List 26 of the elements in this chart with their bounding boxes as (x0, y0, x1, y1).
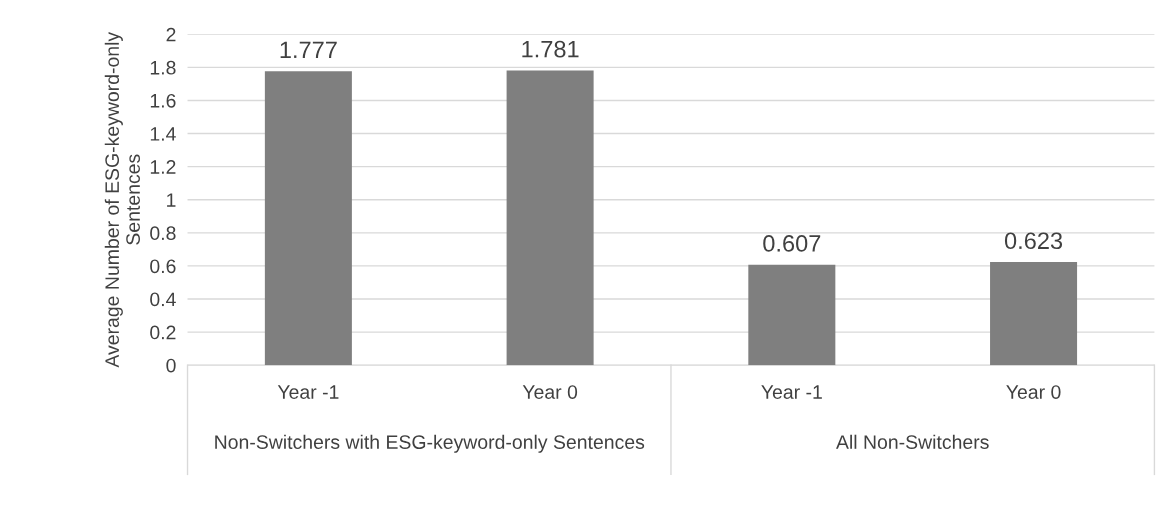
data-label: 1.781 (522, 40, 579, 58)
bar (506, 70, 594, 366)
x-tick-label: Year 0 (1006, 385, 1061, 399)
y-tick-label: 0.2 (150, 325, 176, 340)
y-tick-label: 0.4 (150, 292, 176, 307)
y-tick-label: 1 (167, 193, 176, 207)
y-tick-label: 0.6 (150, 259, 176, 274)
bar (990, 262, 1078, 366)
y-tick-label: 2 (166, 27, 176, 42)
data-label: 1.777 (280, 41, 337, 58)
y-tick-label: 1.8 (150, 60, 176, 75)
bar (264, 71, 352, 366)
data-label: 0.623 (1004, 232, 1063, 250)
y-tick-label: 0.8 (150, 226, 176, 241)
y-tick-label: 1.4 (150, 127, 176, 141)
text: All Non-Switchers (836, 434, 989, 449)
y-tick-label: 1.2 (150, 160, 176, 174)
bar (748, 264, 836, 366)
text: Non-Switchers with ESG-keyword-only Sentences (215, 434, 645, 453)
y-tick-label: 0 (166, 358, 176, 373)
x-tick-label: Year -1 (277, 385, 339, 399)
data-label: 0.607 (763, 235, 821, 252)
x-tick-label: Year 0 (522, 385, 578, 399)
y-axis-title: Average Number of ESG-keyword-only Sentences (104, 31, 140, 368)
y-tick-label: 1.6 (150, 93, 176, 108)
x-tick-label: Year -1 (761, 385, 822, 399)
